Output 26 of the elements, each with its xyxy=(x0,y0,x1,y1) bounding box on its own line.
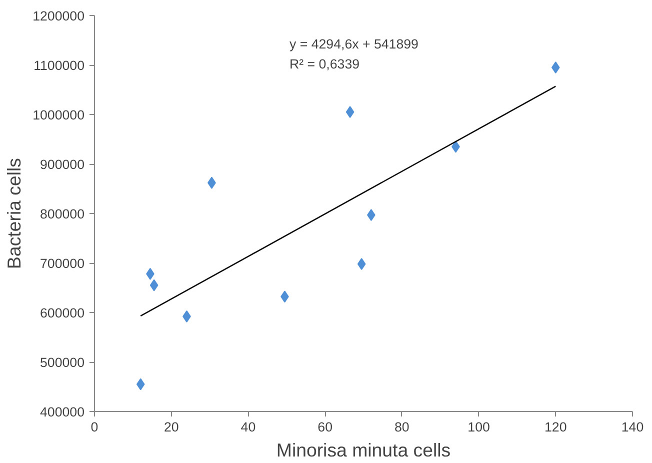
point xyxy=(346,106,354,118)
x-tick-label: 120 xyxy=(544,420,567,434)
y-tick-label: 900000 xyxy=(40,157,85,172)
x-tick-label: 40 xyxy=(240,420,256,434)
y-tick-label: 400000 xyxy=(40,404,85,420)
point xyxy=(551,61,560,74)
y-tick-label: 700000 xyxy=(40,256,85,271)
point xyxy=(357,258,366,270)
annotation: y = 4294,6x + 541899 xyxy=(290,36,418,52)
x-tick-label: 20 xyxy=(164,420,179,434)
x-tick-label: 140 xyxy=(621,420,644,434)
y-tick-label: 1000000 xyxy=(32,108,85,122)
x-tick-label: 0 xyxy=(90,420,98,434)
y-axis-title: Bacteria cells xyxy=(4,158,25,269)
point xyxy=(136,378,145,390)
y-tick-label: 800000 xyxy=(40,206,85,222)
x-tick-label: 80 xyxy=(394,420,410,434)
annotation: R² = 0,6339 xyxy=(290,56,360,72)
y-tick-label: 1100000 xyxy=(34,58,85,73)
y-tick-label: 600000 xyxy=(40,306,85,320)
y-tick-label: 500000 xyxy=(40,355,85,370)
y-tick-label: 1200000 xyxy=(32,8,85,24)
x-tick-label: 100 xyxy=(468,420,490,434)
x-axis-title: Minorisa minuta cells xyxy=(276,440,451,460)
x-tick-label: 60 xyxy=(318,420,332,434)
point xyxy=(150,279,158,292)
